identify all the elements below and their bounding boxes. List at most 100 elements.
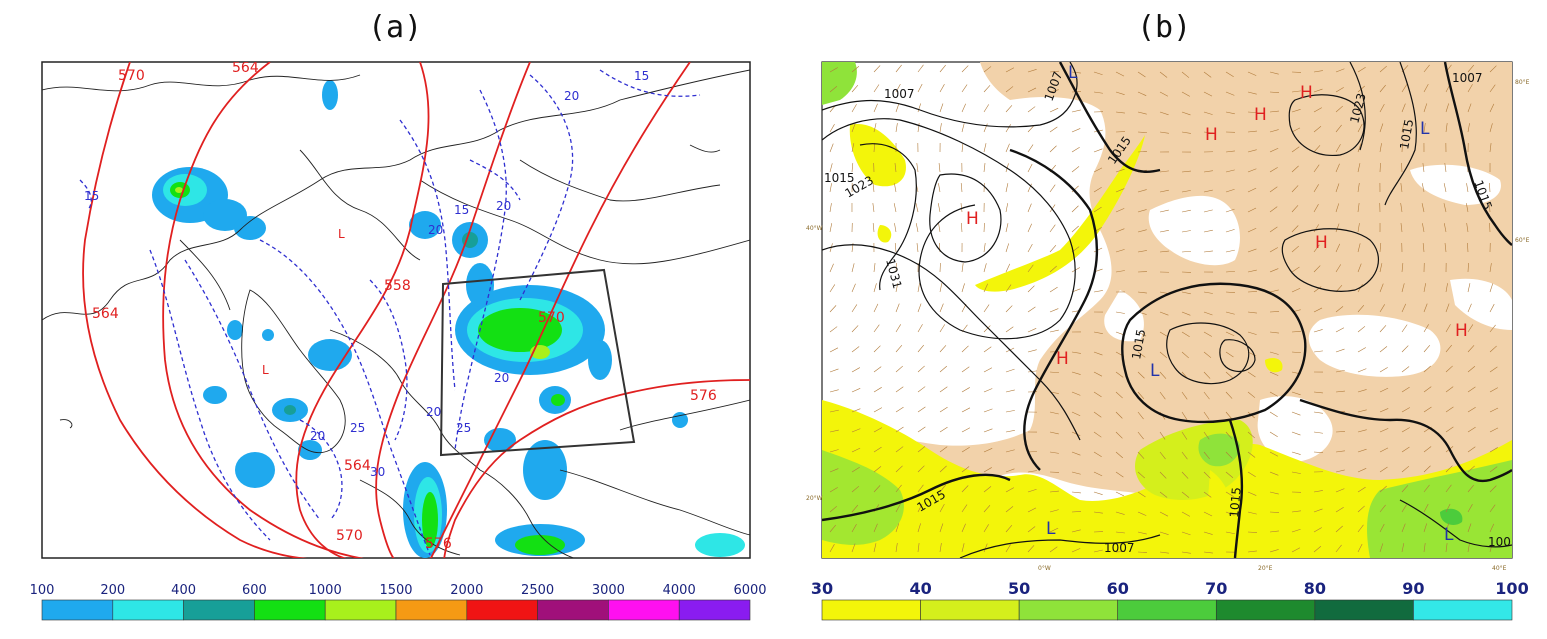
wind-arrow <box>1335 390 1345 393</box>
wind-arrow <box>1005 506 1014 513</box>
wind-arrow <box>1225 411 1233 420</box>
wind-arrow <box>917 365 925 373</box>
wind-arrow <box>1225 208 1235 213</box>
wind-arrow <box>1379 143 1382 153</box>
wind-arrow <box>915 223 919 233</box>
isobar-label: 1015 <box>824 171 855 185</box>
wind-arrow <box>1027 69 1037 73</box>
wind-arrow <box>1225 371 1233 379</box>
wind-arrow <box>1159 451 1166 460</box>
wind-arrow <box>1159 71 1168 78</box>
wind-arrow <box>939 426 948 433</box>
wind-arrow <box>1423 103 1428 113</box>
wind-arrow <box>1203 491 1212 498</box>
wind-arrow <box>1445 484 1452 493</box>
wind-arrow <box>1467 365 1476 373</box>
wind-arrow <box>1071 205 1079 213</box>
wind-arrow <box>983 346 992 353</box>
isobar-label: 1015 <box>1129 328 1148 361</box>
wind-arrow <box>1489 485 1497 493</box>
wind-arrow <box>1115 228 1125 233</box>
wind-arrow <box>1159 331 1168 337</box>
wind-arrow <box>1444 163 1447 173</box>
wind-arrow <box>1247 130 1257 133</box>
wind-arrow <box>960 203 963 213</box>
colorbar-b-swatch <box>1117 599 1217 621</box>
wind-arrow <box>1247 149 1257 153</box>
colorbar-a-tick-label: 1000 <box>309 583 342 598</box>
wind-arrow <box>1159 131 1169 134</box>
wind-arrow <box>983 163 986 173</box>
wind-arrow <box>1335 469 1345 473</box>
wind-arrow <box>1247 207 1257 213</box>
wind-arrow <box>851 346 860 353</box>
colorbar-a-tick-label: 400 <box>171 583 196 598</box>
wind-arrow <box>1357 263 1362 273</box>
wind-arrow <box>1049 184 1056 193</box>
wind-arrow <box>1049 431 1059 435</box>
wind-arrow <box>1005 143 1010 153</box>
colorbar-b-swatch <box>920 599 1020 621</box>
wind-arrow <box>1093 167 1103 173</box>
wind-arrow <box>983 263 987 273</box>
wind-arrow <box>1203 331 1212 337</box>
wind-arrow <box>873 466 882 473</box>
wind-arrow <box>917 83 923 93</box>
wind-arrow <box>1379 485 1387 493</box>
wind-arrow <box>1422 163 1425 173</box>
wind-arrow <box>1071 491 1081 494</box>
isobars-b <box>822 62 1512 558</box>
wind-arrow <box>1071 511 1082 513</box>
colorbar-a-swatch <box>112 599 184 621</box>
wind-arrow <box>1401 465 1410 473</box>
wind-arrow <box>895 64 902 73</box>
wind-arrow <box>1203 71 1212 78</box>
wind-arrow <box>1401 283 1405 293</box>
wind-arrow <box>1423 303 1428 313</box>
wind-arrow <box>939 503 945 513</box>
wind-arrow <box>1181 131 1191 134</box>
wind-arrow <box>1313 70 1323 73</box>
wind-arrow <box>917 503 923 513</box>
wind-arrow <box>1291 225 1299 233</box>
wind-arrow <box>937 203 941 213</box>
graticule-label: 40°W <box>806 225 823 232</box>
wind-arrow <box>895 345 903 353</box>
wind-arrow <box>1137 291 1147 294</box>
wind-arrow <box>1313 244 1320 253</box>
wind-arrow <box>1335 525 1343 533</box>
wind-arrow <box>1093 411 1102 418</box>
wind-vectors-b <box>829 64 1499 554</box>
wind-arrow <box>1401 446 1410 453</box>
wind-arrow <box>1379 304 1385 313</box>
wind-arrow <box>1225 471 1234 478</box>
wind-arrow <box>1401 103 1406 113</box>
wind-arrow <box>1049 70 1059 73</box>
panel-b-map: 1007 1007 1015 1023 1031 1015 1023 1007 … <box>806 55 1530 572</box>
wind-arrow <box>1313 508 1323 513</box>
graticule-label: 20°E <box>1215 55 1230 62</box>
colorbar-a-tick-label: 2500 <box>521 583 554 598</box>
wind-arrow <box>1159 391 1166 400</box>
wind-arrow <box>851 163 854 173</box>
wind-arrow <box>1027 370 1037 373</box>
wind-arrow <box>1093 451 1102 457</box>
colorbar-a-swatch <box>608 599 680 621</box>
wind-arrow <box>1049 245 1057 253</box>
wind-arrow <box>1379 346 1388 353</box>
colorbar-a: 100 200 400 600 1000 1500 2000 2500 3000 4000 6000 <box>30 583 767 621</box>
colorbar-a-tick-label: 1500 <box>379 583 412 598</box>
wind-arrow <box>1027 87 1037 93</box>
wind-arrow <box>1225 331 1235 337</box>
wind-arrow <box>1203 311 1213 316</box>
blue-contour-label: 25 <box>456 421 471 435</box>
wind-arrow <box>1401 523 1406 533</box>
wind-arrow <box>895 406 904 413</box>
graticule-label: 0°W <box>1172 55 1185 62</box>
wind-arrow <box>1489 427 1499 433</box>
wind-arrow <box>1444 243 1447 253</box>
isobar-label: 1007 <box>1104 541 1135 555</box>
wind-arrow <box>1313 184 1319 193</box>
wind-arrow <box>1313 164 1320 173</box>
wind-arrow <box>1115 411 1123 419</box>
